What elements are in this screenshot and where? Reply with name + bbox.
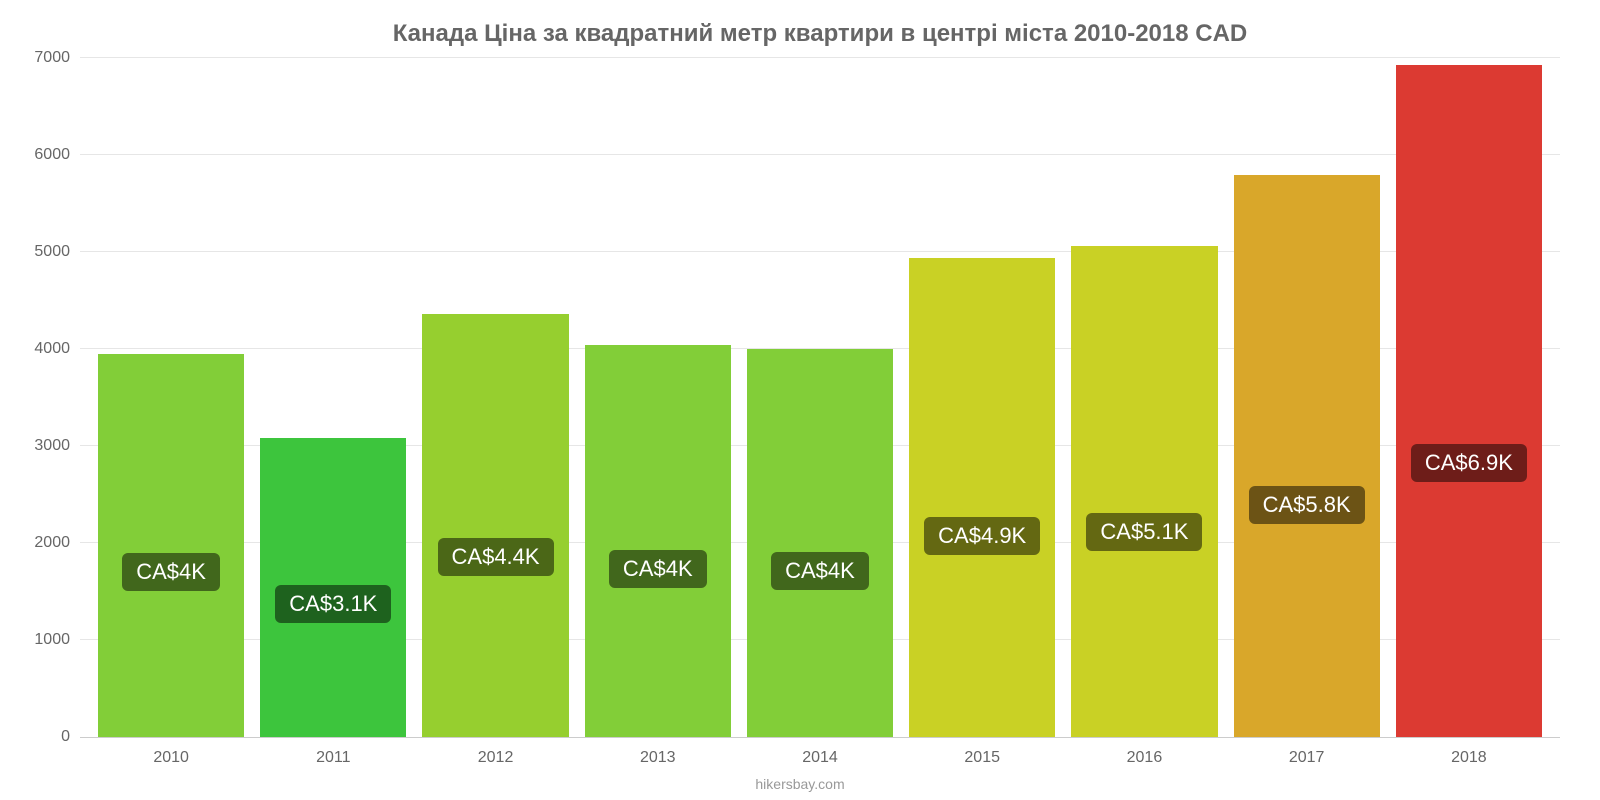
bar-value-label: CA$4K	[609, 550, 707, 588]
bar-value-label: CA$6.9K	[1411, 444, 1527, 482]
plot-area: 01000200030004000500060007000 CA$4KCA$3.…	[80, 58, 1560, 738]
chart-title: Канада Ціна за квадратний метр квартири …	[80, 20, 1560, 48]
bars-container: CA$4K CA$3.1K CA$4.4K CA$4K CA$4K CA$4.9K CA$5…	[80, 58, 1560, 737]
bar: CA$4.4K	[422, 314, 568, 737]
bar: CA$4K	[98, 354, 244, 737]
y-tick: 4000	[20, 340, 70, 358]
x-tick: 2018	[1396, 749, 1542, 767]
bar-wrapper: CA$5.8K	[1234, 58, 1380, 737]
bar-value-label: CA$4.4K	[438, 538, 554, 576]
bar-wrapper: CA$4K	[98, 58, 244, 737]
bar: CA$4K	[585, 345, 731, 737]
x-tick: 2016	[1071, 749, 1217, 767]
bar-wrapper: CA$4.9K	[909, 58, 1055, 737]
y-tick: 5000	[20, 243, 70, 261]
y-tick: 6000	[20, 146, 70, 164]
bar: CA$4K	[747, 349, 893, 737]
bar-value-label: CA$5.8K	[1249, 486, 1365, 524]
bar-value-label: CA$5.1K	[1086, 513, 1202, 551]
y-tick: 0	[20, 728, 70, 746]
bar-wrapper: CA$3.1K	[260, 58, 406, 737]
x-tick: 2013	[585, 749, 731, 767]
x-tick: 2015	[909, 749, 1055, 767]
bar-wrapper: CA$4K	[747, 58, 893, 737]
x-tick: 2011	[260, 749, 406, 767]
x-tick: 2014	[747, 749, 893, 767]
bar-wrapper: CA$6.9K	[1396, 58, 1542, 737]
bar-value-label: CA$3.1K	[275, 585, 391, 623]
bar: CA$3.1K	[260, 438, 406, 737]
chart-container: Канада Ціна за квадратний метр квартири …	[0, 0, 1600, 800]
bar: CA$4.9K	[909, 258, 1055, 737]
y-tick: 2000	[20, 534, 70, 552]
y-axis: 01000200030004000500060007000	[20, 58, 75, 737]
x-tick: 2012	[422, 749, 568, 767]
x-tick: 2010	[98, 749, 244, 767]
x-axis: 2010 2011 2012 2013 2014 2015 2016 2017 2018	[80, 749, 1560, 767]
bar-value-label: CA$4K	[122, 553, 220, 591]
x-tick: 2017	[1234, 749, 1380, 767]
bar-wrapper: CA$5.1K	[1071, 58, 1217, 737]
bar-wrapper: CA$4.4K	[422, 58, 568, 737]
y-tick: 7000	[20, 49, 70, 67]
attribution: hikersbay.com	[755, 776, 844, 792]
bar-value-label: CA$4K	[771, 552, 869, 590]
y-tick: 1000	[20, 631, 70, 649]
bar: CA$5.1K	[1071, 246, 1217, 737]
bar-value-label: CA$4.9K	[924, 517, 1040, 555]
bar-wrapper: CA$4K	[585, 58, 731, 737]
bar: CA$6.9K	[1396, 65, 1542, 737]
bar: CA$5.8K	[1234, 175, 1380, 737]
y-tick: 3000	[20, 437, 70, 455]
